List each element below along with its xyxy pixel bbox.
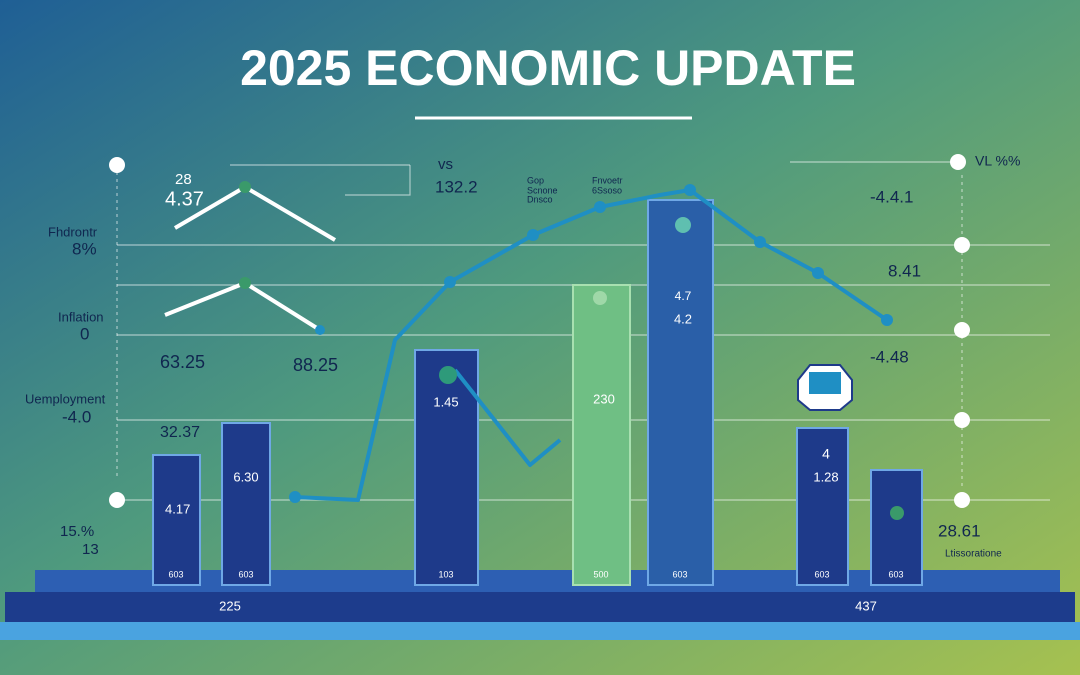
label: 28 (175, 171, 192, 188)
label: VL %% (975, 153, 1020, 169)
value: -4.0 (62, 407, 91, 426)
label: Gop (527, 175, 544, 185)
bars (152, 199, 923, 586)
bar-foot: 603 (238, 569, 253, 579)
value: -4.48 (870, 347, 909, 366)
value: 8.41 (888, 261, 921, 280)
value: 13 (82, 541, 99, 558)
label: 6Ssoso (592, 185, 622, 195)
label: vs (438, 156, 453, 173)
bar-label: 4.2 (674, 311, 692, 326)
label: Scnone (527, 185, 558, 195)
value: 8% (72, 239, 97, 258)
base-label: 437 (855, 598, 877, 613)
value: 88.25 (293, 355, 338, 375)
title: 2025 ECONOMIC UPDATE (240, 40, 856, 96)
value: 32.37 (160, 424, 200, 441)
dots (239, 181, 904, 520)
bar-foot: 603 (814, 569, 829, 579)
base-label: 225 (219, 598, 241, 613)
bar-foot: 500 (593, 569, 608, 579)
value: 28.61 (938, 521, 981, 540)
label: Fhdrontr (48, 224, 98, 239)
value: 4.17 (165, 501, 190, 516)
bar-foot: 603 (672, 569, 687, 579)
label: Ltissoratione (945, 549, 1002, 560)
value: 0 (80, 324, 89, 343)
bar-foot: 103 (438, 569, 453, 579)
markers (109, 154, 970, 508)
bar-label: 1.28 (813, 469, 838, 484)
value: 15.% (60, 523, 94, 540)
value: 4.37 (165, 188, 204, 210)
label: Dnsco (527, 194, 553, 204)
value: 63.25 (160, 352, 205, 372)
bar-label: 1.45 (433, 394, 458, 409)
bar-label: 230 (593, 391, 615, 406)
bar-label: 6.30 (233, 469, 258, 484)
value: -4.4.1 (870, 187, 913, 206)
label: Fnvoetr (592, 175, 623, 185)
bar-foot: 603 (168, 569, 183, 579)
label: Inflation (58, 309, 104, 324)
bar-label: 4 (822, 446, 830, 462)
label: Uemployment (25, 391, 106, 406)
bar-foot: 603 (888, 569, 903, 579)
value: 132.2 (435, 177, 478, 196)
bar-label: 4.7 (675, 289, 692, 303)
